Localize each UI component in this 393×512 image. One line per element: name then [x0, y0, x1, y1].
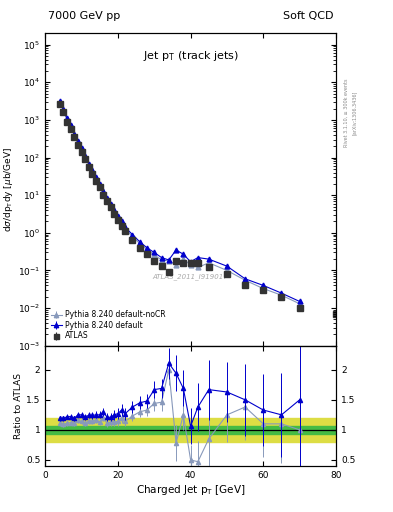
Legend: Pythia 8.240 default-noCR, Pythia 8.240 default, ATLAS: Pythia 8.240 default-noCR, Pythia 8.240 …: [49, 309, 167, 342]
Y-axis label: Ratio to ATLAS: Ratio to ATLAS: [14, 373, 23, 439]
Y-axis label: d$\sigma$/dp$_{\rm T}$dy [$\mu$b/GeV]: d$\sigma$/dp$_{\rm T}$dy [$\mu$b/GeV]: [2, 147, 15, 232]
Text: Soft QCD: Soft QCD: [283, 11, 333, 21]
Text: 7000 GeV pp: 7000 GeV pp: [48, 11, 120, 21]
Text: Rivet 3.1.10, ≥ 300k events: Rivet 3.1.10, ≥ 300k events: [344, 78, 349, 147]
Text: ATLAS_2011_I919017: ATLAS_2011_I919017: [153, 273, 228, 281]
Text: [arXiv:1306.3436]: [arXiv:1306.3436]: [352, 91, 357, 135]
X-axis label: Charged Jet p$_{\rm T}$ [GeV]: Charged Jet p$_{\rm T}$ [GeV]: [136, 482, 245, 497]
Text: Jet p$_{\rm T}$ (track jets): Jet p$_{\rm T}$ (track jets): [143, 49, 239, 63]
